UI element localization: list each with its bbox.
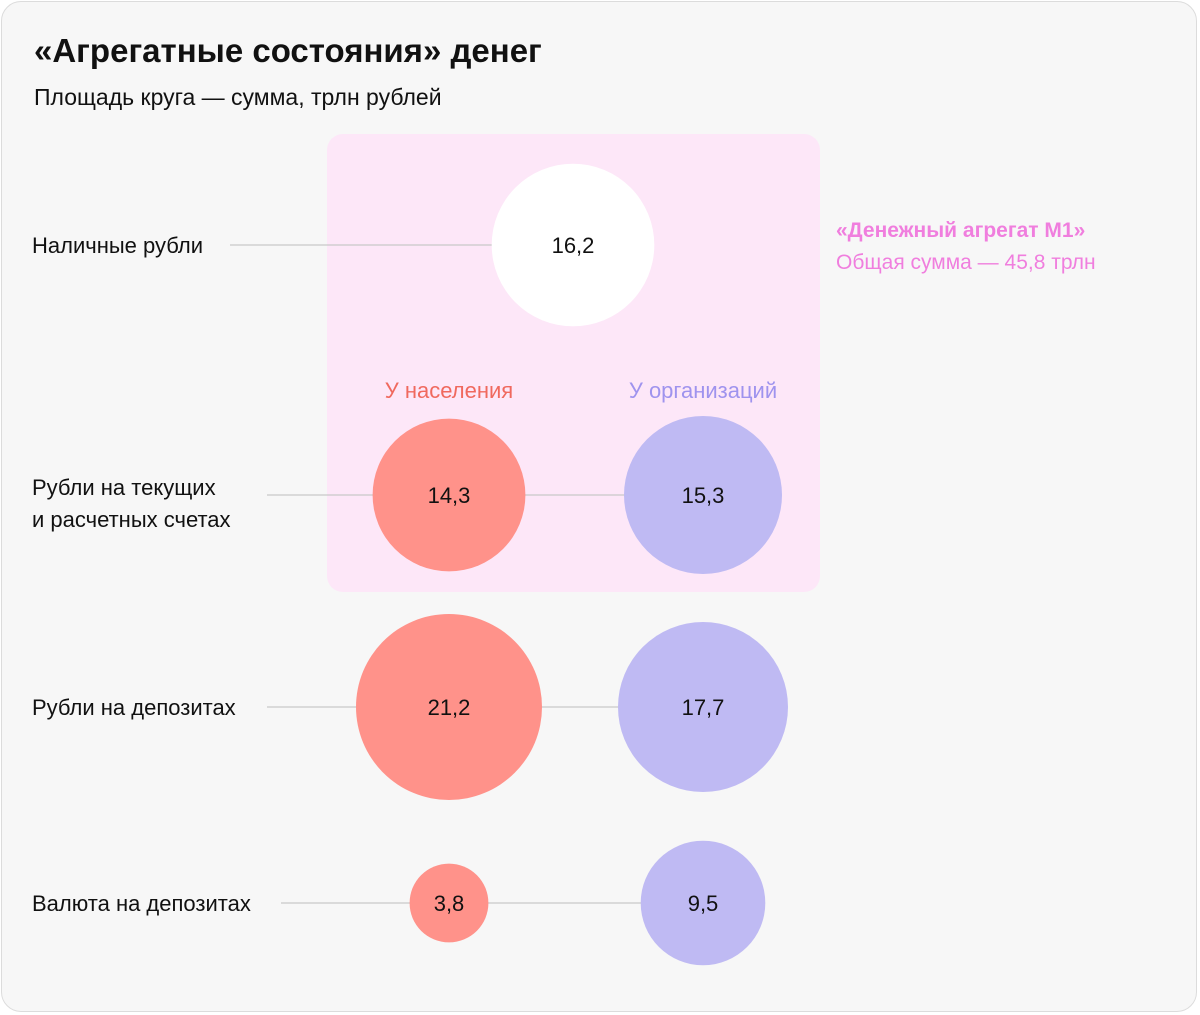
bubble-group: 16,2 14,3 15,3 21,2 17,7 3,8 9,5 bbox=[356, 163, 788, 966]
population-value-label: 21,2 bbox=[428, 695, 471, 720]
row-label: Рубли на текущих bbox=[32, 475, 216, 500]
m1-title: «Денежный агрегат М1» bbox=[836, 219, 1085, 242]
cash-bubble bbox=[491, 163, 655, 327]
population-bubble bbox=[409, 863, 489, 943]
label-group: Наличные рубли Рубли на текущих и расчетны… bbox=[32, 233, 251, 916]
organizations-bubble bbox=[624, 416, 782, 574]
row-label: Наличные рубли bbox=[32, 233, 203, 258]
organizations-value-label: 17,7 bbox=[682, 695, 725, 720]
column-header-organizations: У организаций bbox=[629, 378, 777, 403]
chart-title: «Агрегатные состояния» денег bbox=[34, 32, 542, 69]
organizations-value-label: 9,5 bbox=[688, 891, 719, 916]
column-header-population: У населения bbox=[385, 378, 513, 403]
population-value-label: 3,8 bbox=[434, 891, 465, 916]
population-value-label: 14,3 bbox=[428, 483, 471, 508]
organizations-bubble bbox=[618, 622, 788, 792]
population-bubble bbox=[356, 614, 542, 800]
cash-value-label: 16,2 bbox=[552, 233, 595, 258]
row-label: Валюта на депозитах bbox=[32, 891, 251, 916]
row-label: Рубли на депозитах bbox=[32, 695, 236, 720]
organizations-bubble bbox=[640, 840, 766, 966]
row-label: и расчетных счетах bbox=[32, 507, 231, 532]
population-bubble bbox=[372, 418, 526, 572]
m1-total: Общая сумма — 45,8 трлн bbox=[836, 251, 1096, 274]
chart-subtitle: Площадь круга — сумма, трлн рублей bbox=[34, 84, 442, 110]
organizations-value-label: 15,3 bbox=[682, 483, 725, 508]
